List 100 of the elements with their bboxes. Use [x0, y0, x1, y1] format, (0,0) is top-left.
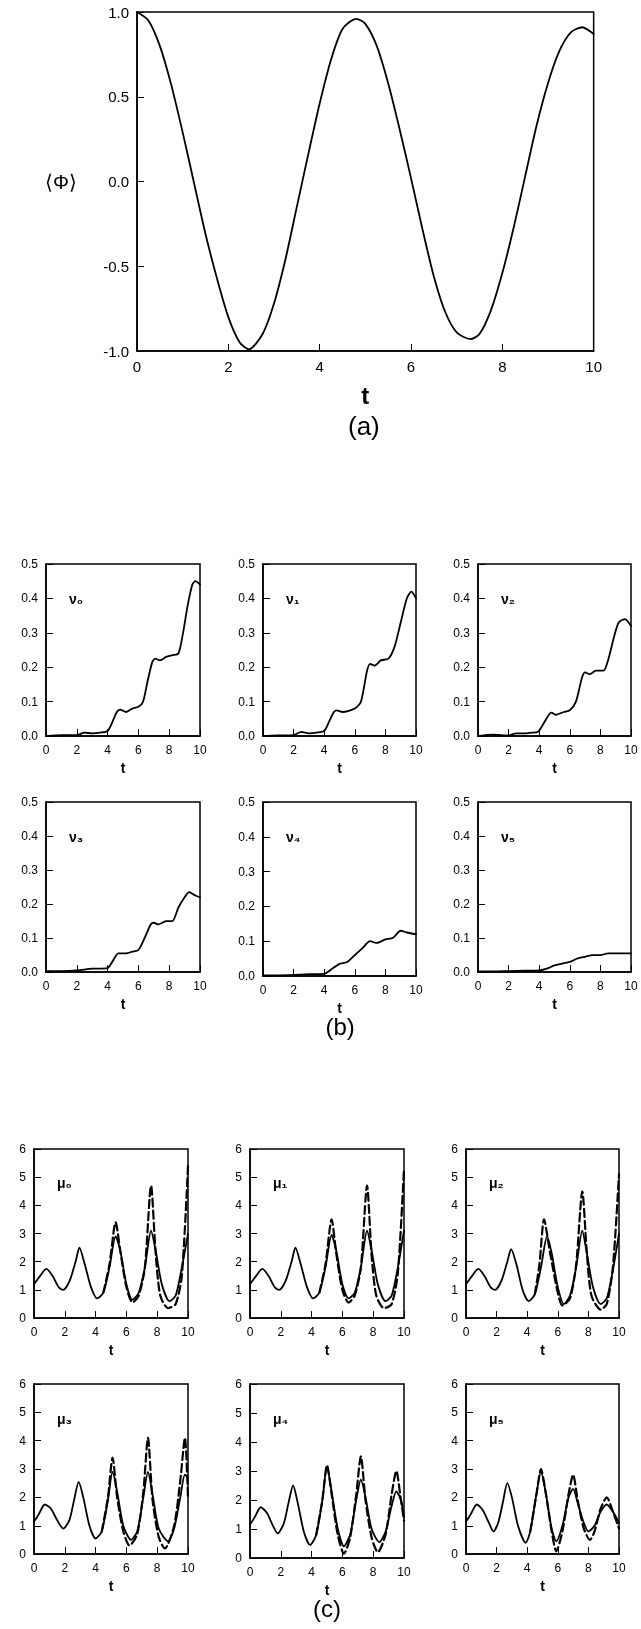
- y-tick-label: 4: [451, 1198, 459, 1213]
- y-tick-label: 1: [451, 1518, 459, 1533]
- y-tick-label: 5: [19, 1170, 27, 1185]
- y-tick-label: 0.5: [21, 795, 39, 809]
- y-tick-label: 0.0: [108, 173, 129, 190]
- x-axis-title: t: [337, 760, 343, 776]
- x-tick-label: 2: [290, 983, 298, 997]
- text: ν₅: [501, 828, 516, 845]
- text: (a): [348, 411, 380, 441]
- x-tick-label: 8: [369, 1325, 377, 1340]
- y-tick-label: 0.2: [21, 897, 39, 912]
- y-tick-label: 0: [451, 1311, 459, 1326]
- y-tick-label: 0: [451, 1547, 459, 1562]
- y-tick-label: 6: [451, 1377, 459, 1391]
- text: μ₃: [57, 1410, 73, 1427]
- y-tick-label: 0.2: [453, 660, 471, 675]
- y-tick-label: 0.2: [453, 897, 471, 912]
- y-tick-label: 0.3: [238, 625, 256, 640]
- y-tick-label: 0.5: [238, 557, 256, 571]
- text: ν₃: [69, 828, 84, 845]
- text: μ₅: [489, 1410, 504, 1427]
- x-tick-label: 4: [523, 1561, 531, 1576]
- text: ν₀: [69, 590, 84, 607]
- y-tick-label: 0.2: [21, 660, 39, 675]
- y-tick-label: 0.4: [238, 591, 256, 606]
- x-tick-label: 4: [320, 743, 328, 758]
- x-tick-label: 2: [73, 979, 81, 994]
- y-tick-label: 0.1: [21, 931, 39, 946]
- x-tick-label: 6: [135, 743, 143, 758]
- x-tick-label: 2: [61, 1561, 69, 1576]
- y-tick-label: 0.5: [108, 88, 129, 106]
- y-tick-label: 1.0: [108, 3, 129, 21]
- y-tick-label: 0.0: [453, 729, 471, 744]
- y-tick-label: 3: [451, 1226, 459, 1241]
- x-tick-label: 10: [612, 1325, 626, 1340]
- y-tick-label: 0: [235, 1311, 243, 1326]
- x-tick-label: 10: [409, 743, 423, 758]
- y-tick-label: 0.2: [238, 899, 256, 914]
- y-tick-label: 0.3: [453, 863, 471, 878]
- text: ν₄: [286, 828, 301, 845]
- y-tick-label: 1: [235, 1522, 243, 1536]
- x-tick-label: 2: [505, 743, 513, 758]
- y-tick-label: 5: [235, 1170, 243, 1185]
- x-tick-label: 6: [135, 979, 143, 994]
- y-tick-label: 0: [19, 1547, 27, 1562]
- x-axis-title: t: [552, 760, 558, 776]
- y-tick-label: 2: [19, 1490, 27, 1505]
- x-tick-label: 4: [320, 983, 328, 997]
- y-tick-label: 5: [451, 1170, 459, 1185]
- x-tick-label: 0: [259, 743, 267, 758]
- x-axis-title: t: [540, 1342, 546, 1358]
- x-tick-label: 4: [92, 1325, 100, 1340]
- y-tick-label: 5: [451, 1405, 459, 1420]
- y-tick-label: 0.5: [453, 557, 471, 571]
- y-tick-label: 2: [19, 1254, 27, 1269]
- y-tick-label: 2: [451, 1254, 459, 1269]
- x-tick-label: 0: [474, 743, 482, 758]
- text: μ₀: [57, 1175, 72, 1192]
- x-tick-label: 8: [165, 979, 173, 994]
- x-tick-label: 10: [193, 743, 207, 758]
- x-tick-label: 6: [566, 979, 574, 994]
- y-tick-label: 4: [19, 1198, 27, 1213]
- x-tick-label: 10: [409, 983, 423, 997]
- y-tick-label: 0.1: [453, 694, 471, 709]
- x-axis-title: t: [120, 996, 126, 1012]
- y-tick-label: 0.1: [238, 934, 256, 949]
- x-axis-title: t: [108, 1578, 114, 1594]
- y-tick-label: 6: [19, 1377, 27, 1391]
- x-tick-label: 6: [351, 743, 359, 758]
- x-tick-label: 8: [153, 1561, 161, 1576]
- x-tick-label: 2: [493, 1325, 501, 1340]
- x-tick-label: 2: [277, 1565, 285, 1579]
- x-tick-label: 0: [474, 979, 482, 994]
- x-tick-label: 6: [566, 743, 574, 758]
- x-tick-label: 6: [554, 1325, 562, 1340]
- x-tick-label: 4: [535, 743, 543, 758]
- y-tick-label: 0.1: [453, 931, 471, 946]
- x-tick-label: 8: [382, 983, 390, 997]
- x-tick-label: 4: [535, 979, 543, 994]
- y-tick-label: 3: [235, 1464, 243, 1478]
- x-axis-title: t: [540, 1578, 546, 1594]
- y-tick-label: 2: [235, 1254, 243, 1269]
- y-tick-label: 1: [19, 1282, 27, 1297]
- y-tick-label: 0: [235, 1551, 243, 1565]
- y-axis-title: ⟨Φ⟩: [45, 170, 77, 193]
- x-tick-label: 8: [165, 743, 173, 758]
- x-tick-label: 10: [612, 1561, 626, 1576]
- y-tick-label: 0.5: [238, 795, 256, 809]
- x-tick-label: 2: [61, 1325, 69, 1340]
- y-tick-label: 0.4: [21, 591, 39, 606]
- x-tick-label: 6: [554, 1561, 562, 1576]
- y-tick-label: -1.0: [103, 342, 129, 360]
- y-tick-label: 5: [235, 1406, 243, 1420]
- y-tick-label: 2: [235, 1493, 243, 1507]
- x-tick-label: 2: [493, 1561, 501, 1576]
- y-tick-label: 0.0: [238, 969, 256, 983]
- y-tick-label: 0.4: [453, 591, 471, 606]
- y-tick-label: 3: [19, 1462, 27, 1477]
- y-tick-label: 6: [19, 1142, 27, 1156]
- y-tick-label: 6: [235, 1377, 243, 1391]
